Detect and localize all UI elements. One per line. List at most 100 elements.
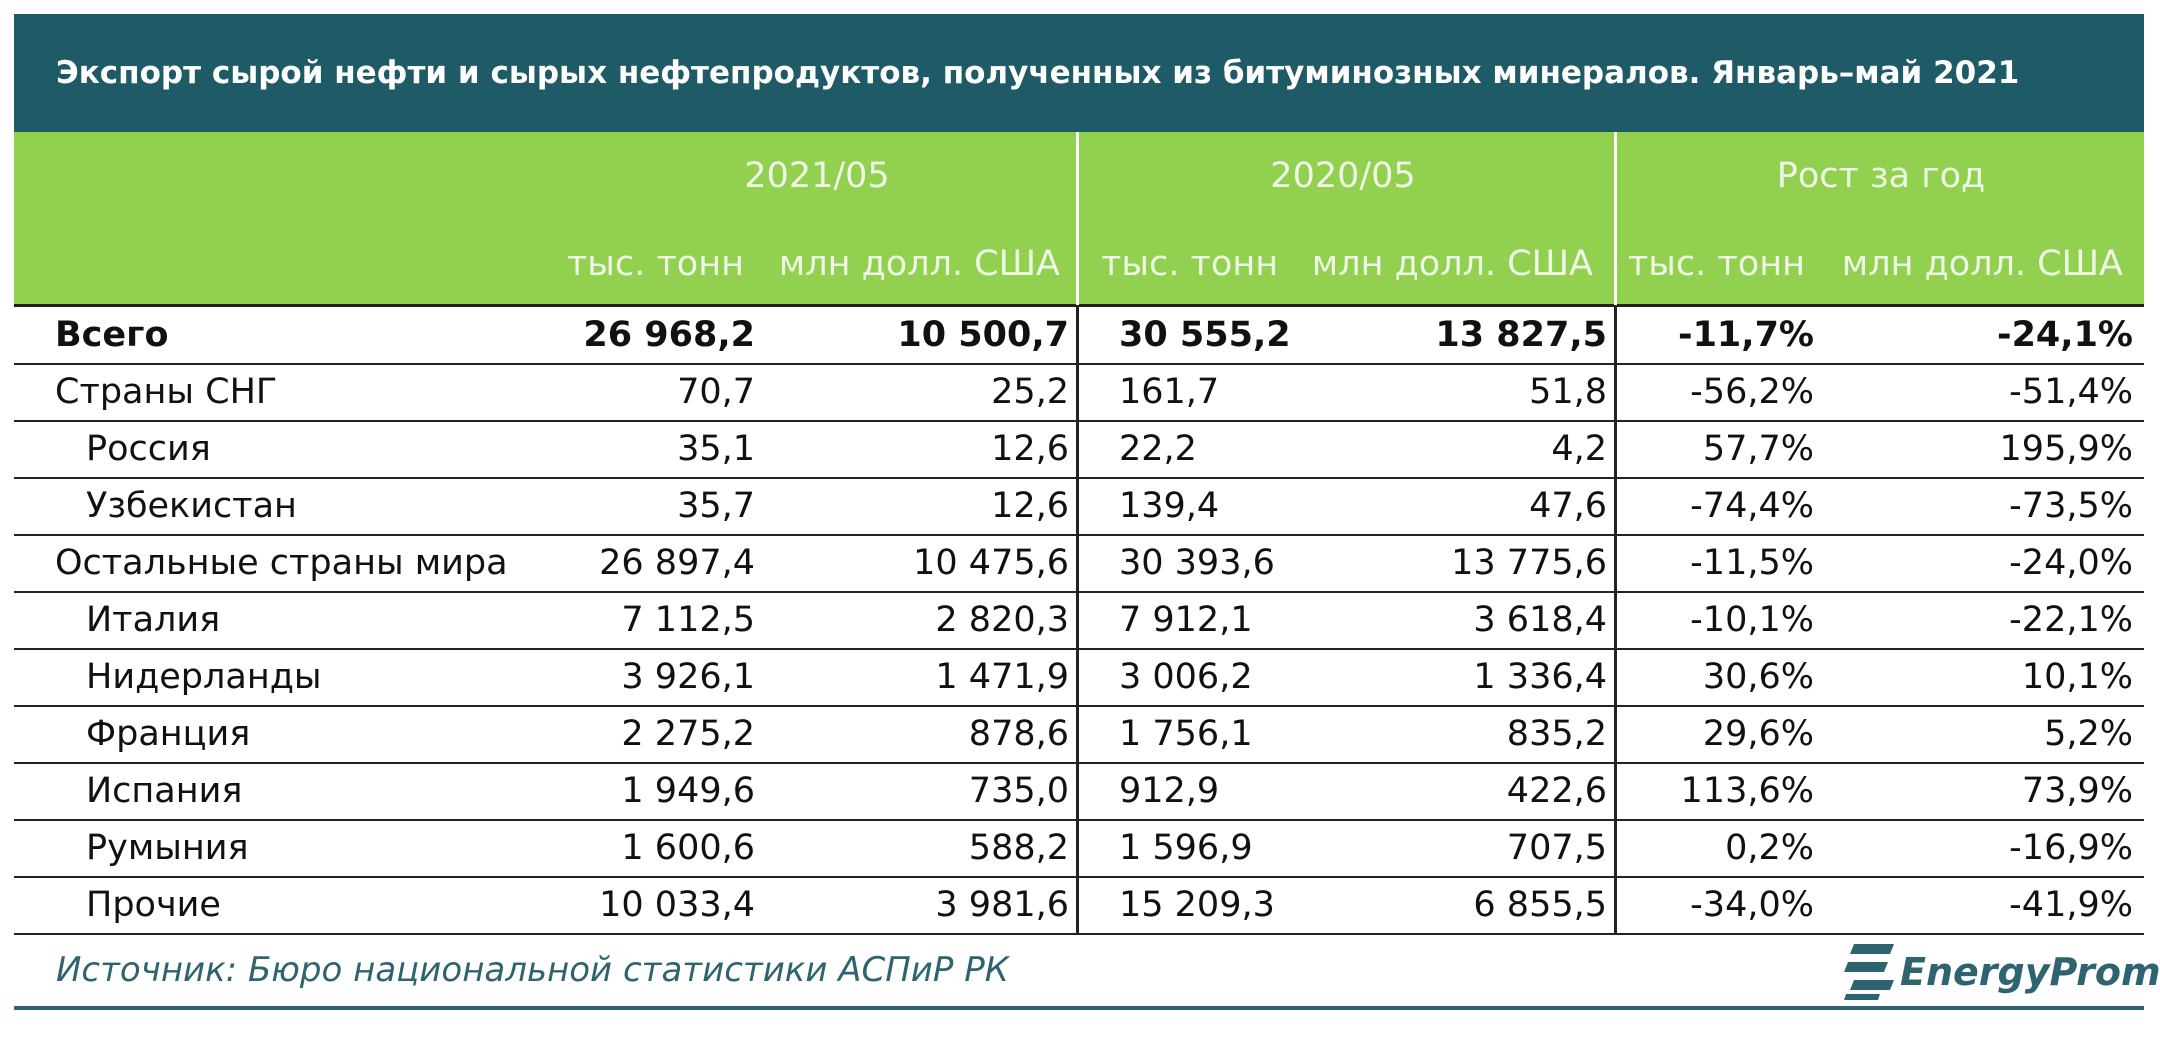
cell: 912,9 (1119, 771, 1220, 811)
cell: 2 820,3 (935, 600, 1069, 640)
logo-icon (1844, 944, 1894, 1000)
cell: 4,2 (1551, 429, 1607, 469)
cell: 588,2 (968, 828, 1069, 868)
cell: 73,9% (2021, 771, 2133, 811)
cell: 422,6 (1506, 771, 1607, 811)
row-label: Остальные страны мира (55, 543, 508, 583)
cell: -16,9% (2009, 828, 2133, 868)
cell: -11,5% (1690, 543, 1814, 583)
cell: 10 500,7 (897, 315, 1069, 355)
cell: 10 475,6 (913, 543, 1069, 583)
row-rule (14, 534, 2144, 536)
cell: 25,2 (991, 372, 1069, 412)
subheader: тыс. тонн (1101, 244, 1279, 284)
cell: 1 471,9 (935, 657, 1069, 697)
cell: 3 926,1 (621, 657, 755, 697)
cell: 26 968,2 (583, 315, 755, 355)
bottom-rule (14, 1006, 2144, 1010)
row-label: Страны СНГ (55, 372, 278, 412)
row-rule (14, 420, 2144, 422)
group-header: Рост за год (1776, 156, 1986, 196)
cell: -74,4% (1690, 486, 1814, 526)
cell: 7 112,5 (621, 600, 755, 640)
row-label: Прочие (86, 885, 221, 925)
cell: 0,2% (1725, 828, 1814, 868)
row-rule (14, 762, 2144, 764)
cell: 26 897,4 (599, 543, 755, 583)
subheader: тыс. тонн (1627, 244, 1805, 284)
cell: 30,6% (1702, 657, 1814, 697)
group-header: 2021/05 (744, 156, 890, 196)
cell: -51,4% (2009, 372, 2133, 412)
cell: 3 006,2 (1119, 657, 1253, 697)
row-rule (14, 933, 2144, 935)
row-rule (14, 591, 2144, 593)
cell: 1 596,9 (1119, 828, 1253, 868)
row-rule (14, 876, 2144, 878)
cell: 3 981,6 (935, 885, 1069, 925)
cell: 30 393,6 (1119, 543, 1275, 583)
col-divider (1076, 305, 1079, 934)
cell: -24,0% (2009, 543, 2133, 583)
cell: 51,8 (1529, 372, 1607, 412)
header-rule (14, 304, 2144, 307)
cell: 10,1% (2021, 657, 2133, 697)
row-label: Всего (55, 315, 169, 355)
subheader: млн долл. США (778, 244, 1060, 284)
group-header: 2020/05 (1270, 156, 1416, 196)
subheader: млн долл. США (1311, 244, 1593, 284)
header (14, 132, 2144, 305)
title: Экспорт сырой нефти и сырых нефтепродукт… (56, 55, 2020, 91)
cell: 2 275,2 (621, 714, 755, 754)
cell: 1 336,4 (1473, 657, 1607, 697)
cell: 1 756,1 (1119, 714, 1253, 754)
cell: 57,7% (1702, 429, 1814, 469)
cell: 13 775,6 (1451, 543, 1607, 583)
cell: -11,7% (1678, 315, 1814, 355)
cell: 6 855,5 (1473, 885, 1607, 925)
cell: 195,9% (1999, 429, 2133, 469)
cell: -22,1% (2009, 600, 2133, 640)
cell: 113,6% (1680, 771, 1814, 811)
row-label: Нидерланды (86, 657, 322, 697)
cell: 70,7 (677, 372, 755, 412)
cell: 3 618,4 (1473, 600, 1607, 640)
cell: 15 209,3 (1119, 885, 1275, 925)
row-rule (14, 705, 2144, 707)
cell: -73,5% (2009, 486, 2133, 526)
row-label: Италия (86, 600, 221, 640)
cell: 35,7 (677, 486, 755, 526)
cell: 835,2 (1506, 714, 1607, 754)
cell: 735,0 (968, 771, 1069, 811)
row-rule (14, 363, 2144, 365)
subheader: тыс. тонн (566, 244, 744, 284)
row-label: Россия (86, 429, 211, 469)
cell: 29,6% (1702, 714, 1814, 754)
cell: 1 600,6 (621, 828, 755, 868)
row-rule (14, 477, 2144, 479)
row-label: Испания (86, 771, 243, 811)
title-bar: Экспорт сырой нефти и сырых нефтепродукт… (14, 14, 2144, 132)
row-label: Румыния (86, 828, 249, 868)
cell: 10 033,4 (599, 885, 755, 925)
cell: 22,2 (1119, 429, 1197, 469)
col-divider (1614, 132, 1617, 305)
cell: 707,5 (1506, 828, 1607, 868)
subheader: млн долл. США (1841, 244, 2123, 284)
cell: 13 827,5 (1435, 315, 1607, 355)
cell: 12,6 (991, 486, 1069, 526)
row-label: Франция (86, 714, 251, 754)
cell: 5,2% (2044, 714, 2133, 754)
cell: 35,1 (677, 429, 755, 469)
cell: 30 555,2 (1119, 315, 1291, 355)
col-divider (1614, 305, 1617, 934)
cell: 878,6 (968, 714, 1069, 754)
cell: -41,9% (2009, 885, 2133, 925)
cell: 47,6 (1529, 486, 1607, 526)
logo: EnergyProm (1900, 950, 2160, 994)
cell: -56,2% (1690, 372, 1814, 412)
cell: 7 912,1 (1119, 600, 1253, 640)
row-rule (14, 648, 2144, 650)
row-rule (14, 819, 2144, 821)
